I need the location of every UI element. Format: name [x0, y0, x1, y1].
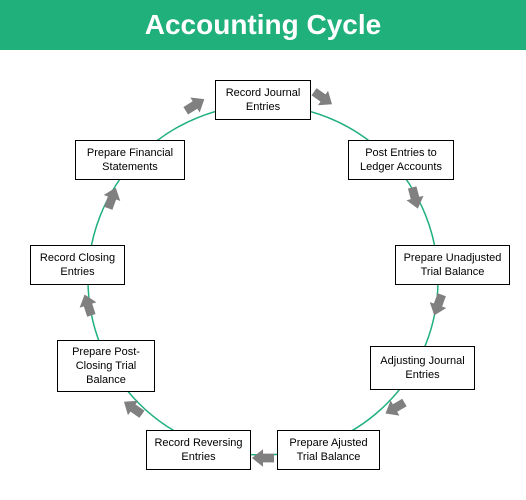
cycle-node-1: Post Entries to Ledger Accounts [348, 140, 454, 180]
cycle-arrow-4 [252, 447, 274, 469]
cycle-node-5: Record Reversing Entries [146, 430, 251, 470]
cycle-node-8: Prepare Financial Statements [75, 140, 185, 180]
diagram-container: Record Journal Entries Post Entries to Le… [0, 50, 526, 500]
cycle-node-6: Prepare Post- Closing Trial Balance [57, 340, 155, 392]
diagram-title: Accounting Cycle [0, 0, 526, 50]
cycle-node-4: Prepare Ajusted Trial Balance [277, 430, 380, 470]
cycle-node-7: Record Closing Entries [30, 245, 125, 285]
title-text: Accounting Cycle [145, 9, 381, 40]
cycle-node-2: Prepare Unadjusted Trial Balance [395, 245, 510, 285]
cycle-node-3: Adjusting Journal Entries [370, 346, 475, 390]
cycle-node-0: Record Journal Entries [215, 80, 311, 120]
